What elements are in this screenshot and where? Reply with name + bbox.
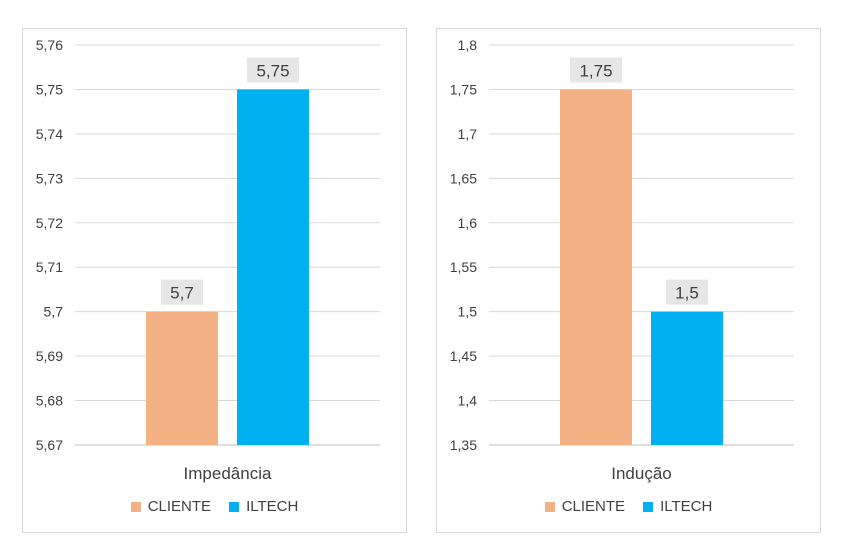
y-tick-label: 1,35 xyxy=(450,437,477,453)
chart-impedancia: 5,67 5,68 5,69 5,7 5,71 5,72 5,73 5,74 5,75 5,76 5… xyxy=(22,28,407,533)
y-tick-label: 5,68 xyxy=(36,393,63,409)
legend-swatch-iltech xyxy=(643,501,654,512)
y-tick-label: 1,6 xyxy=(458,215,478,231)
legend-label-iltech: ILTECH xyxy=(246,498,299,515)
y-tick-label: 5,67 xyxy=(36,437,63,453)
chart-impedancia-legend: CLIENTE ILTECH xyxy=(23,498,406,515)
y-tick-label: 1,75 xyxy=(450,81,477,97)
legend-item-cliente: CLIENTE xyxy=(544,498,626,515)
data-label-bg xyxy=(666,279,708,305)
y-tick-label: 5,72 xyxy=(36,215,63,231)
bar-cliente xyxy=(560,89,632,445)
data-label: 1,75 xyxy=(579,61,612,80)
y-tick-label: 5,71 xyxy=(36,259,63,275)
y-tick-label: 1,7 xyxy=(458,126,478,142)
data-label: 5,75 xyxy=(256,61,289,80)
y-tick-label: 1,65 xyxy=(450,170,477,186)
y-tick-label: 5,73 xyxy=(36,170,63,186)
y-tick-label: 5,74 xyxy=(36,126,63,142)
data-label: 1,5 xyxy=(675,284,699,303)
bar-iltech xyxy=(651,311,723,445)
legend-label-cliente: CLIENTE xyxy=(147,498,212,515)
y-tick-label: 5,7 xyxy=(44,304,64,320)
chart-impedancia-plot: 5,67 5,68 5,69 5,7 5,71 5,72 5,73 5,74 5,75 5,76 5… xyxy=(36,37,380,483)
y-tick-label: 1,55 xyxy=(450,259,477,275)
data-label-bg xyxy=(247,57,299,83)
chart-inducao: 1,35 1,4 1,45 1,5 1,55 1,6 1,65 1,7 1,75 1,8 1,75 1… xyxy=(436,28,821,533)
chart-inducao-legend: CLIENTE ILTECH xyxy=(437,498,820,515)
legend-swatch-iltech xyxy=(229,501,240,512)
y-tick-label: 5,76 xyxy=(36,37,63,53)
category-label: Impedância xyxy=(184,464,272,483)
legend-item-iltech: ILTECH xyxy=(643,498,712,515)
y-tick-label: 5,75 xyxy=(36,81,63,97)
legend-label-iltech: ILTECH xyxy=(660,498,713,515)
chart-inducao-plot: 1,35 1,4 1,45 1,5 1,55 1,6 1,65 1,7 1,75 1,8 1,75 1… xyxy=(450,37,794,483)
y-tick-label: 1,45 xyxy=(450,348,477,364)
data-label-bg xyxy=(570,57,622,83)
y-tick-label: 1,4 xyxy=(458,393,478,409)
bar-iltech xyxy=(237,89,309,445)
category-label: Indução xyxy=(611,464,672,483)
data-label-bg xyxy=(161,279,203,305)
legend-item-iltech: ILTECH xyxy=(229,498,298,515)
legend-swatch-cliente xyxy=(544,501,555,512)
legend-item-cliente: CLIENTE xyxy=(130,498,212,515)
bar-cliente xyxy=(146,311,218,445)
y-tick-label: 1,5 xyxy=(458,304,478,320)
y-tick-label: 1,8 xyxy=(458,37,478,53)
legend-label-cliente: CLIENTE xyxy=(561,498,626,515)
y-tick-label: 5,69 xyxy=(36,348,63,364)
legend-swatch-cliente xyxy=(130,501,141,512)
data-label: 5,7 xyxy=(170,284,194,303)
